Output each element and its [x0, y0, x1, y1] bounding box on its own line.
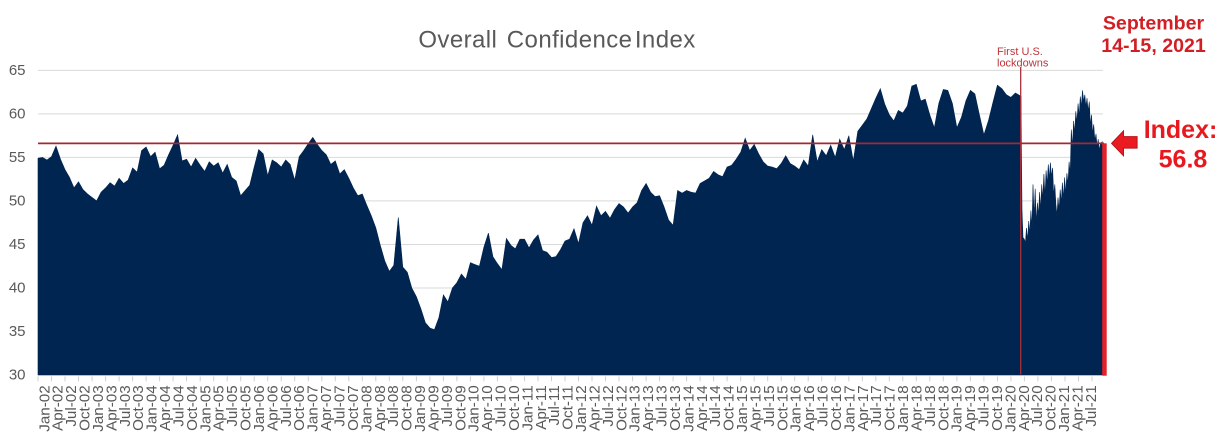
- svg-text:Jul-20: Jul-20: [1029, 385, 1046, 426]
- svg-text:Oct-05: Oct-05: [238, 385, 255, 431]
- svg-text:Apr-06: Apr-06: [264, 385, 281, 431]
- svg-text:55: 55: [9, 149, 26, 166]
- svg-text:Jul-21: Jul-21: [1083, 385, 1100, 426]
- svg-text:Oct-18: Oct-18: [935, 385, 952, 431]
- svg-text:Apr-07: Apr-07: [318, 385, 335, 431]
- svg-text:Jan-20: Jan-20: [1002, 385, 1019, 431]
- svg-text:Jan-10: Jan-10: [466, 385, 483, 431]
- svg-text:45: 45: [9, 236, 26, 253]
- svg-text:Jul-06: Jul-06: [278, 385, 295, 426]
- svg-text:56.8: 56.8: [1159, 145, 1208, 173]
- svg-text:Apr-15: Apr-15: [748, 385, 765, 431]
- svg-text:Apr-08: Apr-08: [372, 385, 389, 431]
- svg-text:65: 65: [9, 62, 26, 79]
- svg-text:Apr-20: Apr-20: [1016, 385, 1033, 431]
- svg-text:Jan-11: Jan-11: [519, 385, 536, 430]
- svg-text:Apr-10: Apr-10: [479, 385, 496, 431]
- svg-text:Apr-13: Apr-13: [640, 385, 657, 431]
- svg-text:Jan-06: Jan-06: [251, 385, 268, 431]
- svg-text:Oct-14: Oct-14: [721, 385, 738, 431]
- svg-text:Oct-15: Oct-15: [774, 385, 791, 431]
- svg-text:Oct-02: Oct-02: [77, 385, 94, 431]
- svg-text:Jul-13: Jul-13: [654, 385, 671, 426]
- svg-text:Index:: Index:: [1144, 116, 1218, 144]
- svg-text:Jan-02: Jan-02: [36, 385, 53, 431]
- svg-text:Jul-08: Jul-08: [385, 385, 402, 426]
- svg-text:Jul-11: Jul-11: [546, 385, 563, 425]
- svg-text:Apr-17: Apr-17: [855, 385, 872, 431]
- svg-text:Apr-09: Apr-09: [425, 385, 442, 431]
- svg-text:Jan-12: Jan-12: [573, 385, 590, 431]
- svg-text:Oct-13: Oct-13: [667, 385, 684, 431]
- svg-text:Overall Confidence Index: Overall Confidence Index: [418, 27, 695, 54]
- svg-text:60: 60: [9, 106, 26, 123]
- svg-text:Jan-04: Jan-04: [144, 385, 161, 431]
- svg-text:Jul-14: Jul-14: [707, 385, 724, 426]
- svg-text:September: September: [1103, 12, 1205, 34]
- svg-text:Jul-07: Jul-07: [332, 385, 349, 426]
- svg-text:Jul-10: Jul-10: [493, 385, 510, 426]
- svg-text:Apr-05: Apr-05: [211, 385, 228, 431]
- svg-text:Jul-19: Jul-19: [976, 385, 993, 426]
- svg-text:Jul-09: Jul-09: [439, 385, 456, 426]
- svg-text:Jul-04: Jul-04: [171, 385, 188, 426]
- svg-text:Jan-15: Jan-15: [734, 385, 751, 431]
- svg-text:Jul-15: Jul-15: [761, 385, 778, 426]
- svg-text:Jan-14: Jan-14: [680, 385, 697, 431]
- svg-text:Oct-19: Oct-19: [989, 385, 1006, 431]
- svg-text:Jan-18: Jan-18: [895, 385, 912, 431]
- svg-text:Oct-04: Oct-04: [184, 385, 201, 431]
- svg-text:Oct-08: Oct-08: [399, 385, 416, 431]
- svg-text:30: 30: [9, 367, 26, 384]
- svg-text:Oct-10: Oct-10: [506, 385, 523, 431]
- svg-text:Jan-16: Jan-16: [788, 385, 805, 431]
- svg-text:Apr-16: Apr-16: [801, 385, 818, 431]
- svg-text:Oct-03: Oct-03: [130, 385, 147, 431]
- svg-text:Jul-03: Jul-03: [117, 385, 134, 426]
- svg-text:Jan-09: Jan-09: [412, 385, 429, 431]
- svg-text:35: 35: [9, 323, 26, 340]
- svg-text:Oct-09: Oct-09: [452, 385, 469, 431]
- svg-text:Apr-14: Apr-14: [694, 385, 711, 431]
- svg-text:lockdowns: lockdowns: [997, 57, 1049, 69]
- svg-text:Jan-13: Jan-13: [627, 385, 644, 431]
- svg-text:Jan-07: Jan-07: [305, 385, 322, 431]
- svg-text:Oct-12: Oct-12: [613, 385, 630, 431]
- svg-text:Jul-05: Jul-05: [224, 385, 241, 426]
- svg-text:Jul-17: Jul-17: [868, 385, 885, 426]
- svg-text:Jul-02: Jul-02: [63, 385, 80, 426]
- svg-text:Jan-17: Jan-17: [841, 385, 858, 431]
- svg-text:Oct-16: Oct-16: [828, 385, 845, 431]
- svg-text:50: 50: [9, 193, 26, 210]
- svg-text:Oct-11: Oct-11: [560, 385, 577, 429]
- svg-text:Jul-18: Jul-18: [922, 385, 939, 426]
- svg-text:Jul-12: Jul-12: [600, 385, 617, 426]
- svg-text:Apr-04: Apr-04: [157, 385, 174, 431]
- svg-text:Oct-07: Oct-07: [345, 385, 362, 431]
- svg-text:40: 40: [9, 280, 26, 297]
- svg-text:Apr-19: Apr-19: [962, 385, 979, 431]
- svg-text:Apr-02: Apr-02: [50, 385, 67, 431]
- svg-text:14-15, 2021: 14-15, 2021: [1101, 35, 1206, 57]
- svg-text:Apr-11: Apr-11: [533, 385, 550, 429]
- svg-text:Oct-20: Oct-20: [1043, 385, 1060, 431]
- svg-text:Jan-03: Jan-03: [90, 385, 107, 431]
- svg-text:Jan-19: Jan-19: [949, 385, 966, 431]
- svg-text:Oct-17: Oct-17: [882, 385, 899, 431]
- svg-text:Apr-18: Apr-18: [909, 385, 926, 431]
- svg-text:Oct-06: Oct-06: [291, 385, 308, 431]
- svg-text:Apr-03: Apr-03: [103, 385, 120, 431]
- svg-text:Jul-16: Jul-16: [815, 385, 832, 426]
- svg-text:First U.S.: First U.S.: [997, 46, 1043, 58]
- svg-text:Apr-12: Apr-12: [586, 385, 603, 431]
- svg-text:Jan-05: Jan-05: [197, 385, 214, 431]
- svg-text:Apr-21: Apr-21: [1070, 385, 1087, 431]
- svg-text:Jan-21: Jan-21: [1056, 385, 1073, 431]
- svg-text:Jan-08: Jan-08: [358, 385, 375, 431]
